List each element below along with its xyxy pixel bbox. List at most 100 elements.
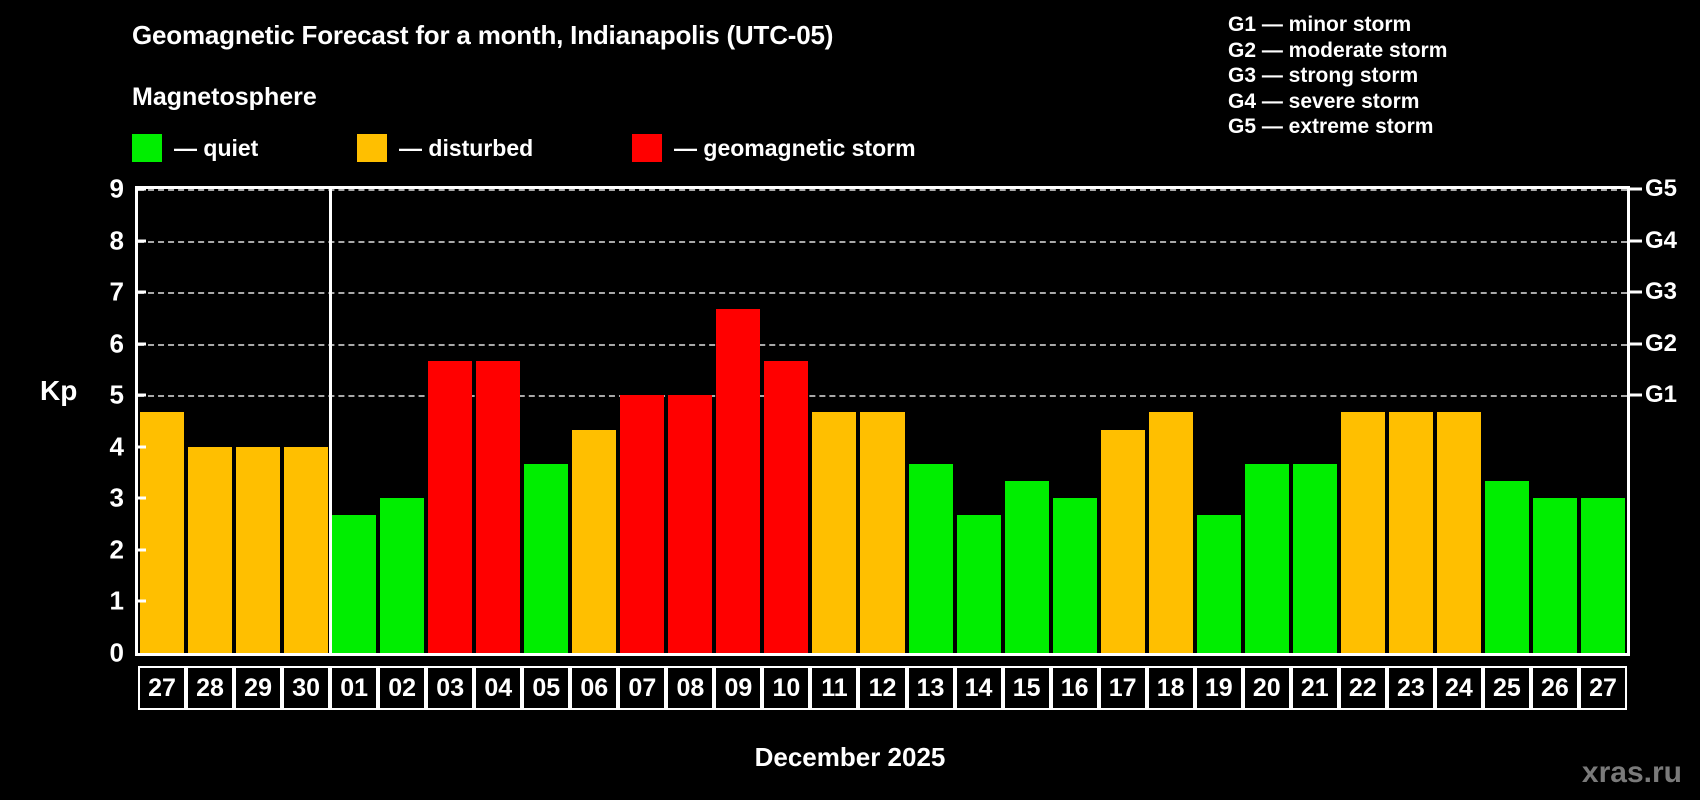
legend-label-quiet: — quiet (174, 134, 259, 161)
date-label-0[interactable]: 27 (138, 666, 187, 710)
y-tick-mark-2 (135, 548, 146, 552)
bar-03[interactable] (428, 360, 473, 653)
bar-16[interactable] (1052, 498, 1097, 653)
date-label-30[interactable]: 27 (1578, 666, 1627, 710)
date-label-8[interactable]: 05 (522, 666, 571, 710)
g-scale-legend-line-4: G4 — severe storm (1228, 89, 1420, 113)
date-label-18[interactable]: 15 (1002, 666, 1051, 710)
date-label-23[interactable]: 20 (1242, 666, 1291, 710)
g-tick-mark-G1 (1630, 393, 1642, 397)
plot-inner (138, 189, 1627, 653)
date-label-1[interactable]: 28 (186, 666, 235, 710)
bar-22[interactable] (1340, 412, 1385, 653)
y-tick-mark-1 (135, 599, 146, 603)
gridline-kp-9 (138, 189, 1627, 191)
bar-15[interactable] (1004, 481, 1049, 653)
date-label-29[interactable]: 26 (1530, 666, 1579, 710)
bar-23[interactable] (1388, 412, 1433, 653)
y-tick-mark-6 (135, 342, 146, 346)
y-tick-label-0: 0 (109, 637, 124, 668)
bar-28[interactable] (188, 446, 233, 653)
y-axis-title: Kp (40, 375, 78, 406)
bar-30[interactable] (284, 446, 329, 653)
bar-19[interactable] (1196, 515, 1241, 653)
date-label-24[interactable]: 21 (1290, 666, 1339, 710)
g-axis-label-G2: G2 (1645, 329, 1678, 357)
magnetosphere-label: Magnetosphere (132, 83, 317, 111)
g-axis-label-G3: G3 (1645, 278, 1678, 306)
bar-01[interactable] (332, 515, 377, 653)
x-axis-title: December 2025 (754, 742, 946, 772)
date-label-11[interactable]: 08 (666, 666, 715, 710)
bar-27[interactable] (140, 412, 185, 653)
gridline-kp-6 (138, 343, 1627, 346)
bar-26[interactable] (1532, 498, 1577, 653)
date-label-3[interactable]: 30 (282, 666, 331, 710)
legend-entry-quiet: — quiet (132, 134, 258, 162)
legend-label-storm: — geomagnetic storm (674, 134, 916, 161)
bar-06[interactable] (572, 429, 617, 653)
y-tick-label-3: 3 (109, 482, 124, 513)
date-label-19[interactable]: 16 (1050, 666, 1099, 710)
g-scale-legend-line-3: G3 — strong storm (1228, 64, 1419, 88)
legend-swatch-disturbed-icon (357, 134, 387, 162)
bar-12[interactable] (860, 412, 905, 653)
g-scale-legend-line-1: G1 — minor storm (1228, 13, 1412, 36)
bar-24[interactable] (1436, 412, 1481, 653)
date-label-25[interactable]: 22 (1338, 666, 1387, 710)
date-label-27[interactable]: 24 (1434, 666, 1483, 710)
g-axis-label-G5: G5 (1645, 175, 1678, 202)
g-tick-mark-G4 (1630, 239, 1642, 243)
date-label-14[interactable]: 11 (810, 666, 859, 710)
bar-05[interactable] (524, 463, 569, 653)
bar-11[interactable] (812, 412, 857, 653)
date-label-5[interactable]: 02 (378, 666, 427, 710)
bar-18[interactable] (1148, 412, 1193, 653)
legend-entry-storm: — geomagnetic storm (632, 134, 916, 162)
date-label-10[interactable]: 07 (618, 666, 667, 710)
date-label-4[interactable]: 01 (330, 666, 379, 710)
date-label-28[interactable]: 25 (1482, 666, 1531, 710)
gridline-kp-5 (138, 395, 1627, 398)
date-label-20[interactable]: 17 (1098, 666, 1147, 710)
date-label-26[interactable]: 23 (1386, 666, 1435, 710)
bar-10[interactable] (764, 360, 809, 653)
g-tick-mark-G5 (1630, 187, 1642, 191)
g-axis-label-G4: G4 (1645, 226, 1678, 254)
date-label-22[interactable]: 19 (1194, 666, 1243, 710)
y-tick-mark-5 (135, 393, 146, 397)
date-label-6[interactable]: 03 (426, 666, 475, 710)
date-label-7[interactable]: 04 (474, 666, 523, 710)
bar-14[interactable] (956, 515, 1001, 653)
bar-21[interactable] (1292, 463, 1337, 653)
bar-25[interactable] (1484, 481, 1529, 653)
date-label-12[interactable]: 09 (714, 666, 763, 710)
bar-02[interactable] (380, 498, 425, 653)
date-label-15[interactable]: 12 (858, 666, 907, 710)
bar-09[interactable] (716, 309, 761, 653)
date-label-16[interactable]: 13 (906, 666, 955, 710)
y-tick-label-6: 6 (109, 328, 124, 359)
watermark: xras.ru (1581, 756, 1682, 789)
bar-07[interactable] (620, 395, 665, 653)
page-title: Geomagnetic Forecast for a month, Indian… (132, 20, 834, 50)
date-label-13[interactable]: 10 (762, 666, 811, 710)
date-label-9[interactable]: 06 (570, 666, 619, 710)
date-label-21[interactable]: 18 (1146, 666, 1195, 710)
date-label-17[interactable]: 14 (954, 666, 1003, 710)
bar-17[interactable] (1100, 429, 1145, 653)
bar-04[interactable] (476, 360, 521, 653)
date-label-2[interactable]: 29 (234, 666, 283, 710)
y-tick-label-5: 5 (109, 379, 124, 410)
bar-20[interactable] (1244, 463, 1289, 653)
month-divider (328, 189, 332, 653)
bar-27[interactable] (1580, 498, 1625, 653)
g-tick-mark-G3 (1630, 290, 1642, 294)
bars-layer (138, 189, 1627, 653)
bar-29[interactable] (236, 446, 281, 653)
gridline-kp-8 (138, 240, 1627, 243)
bar-08[interactable] (668, 395, 713, 653)
bar-13[interactable] (908, 463, 953, 653)
y-tick-mark-8 (135, 239, 146, 243)
y-tick-label-1: 1 (109, 585, 124, 616)
